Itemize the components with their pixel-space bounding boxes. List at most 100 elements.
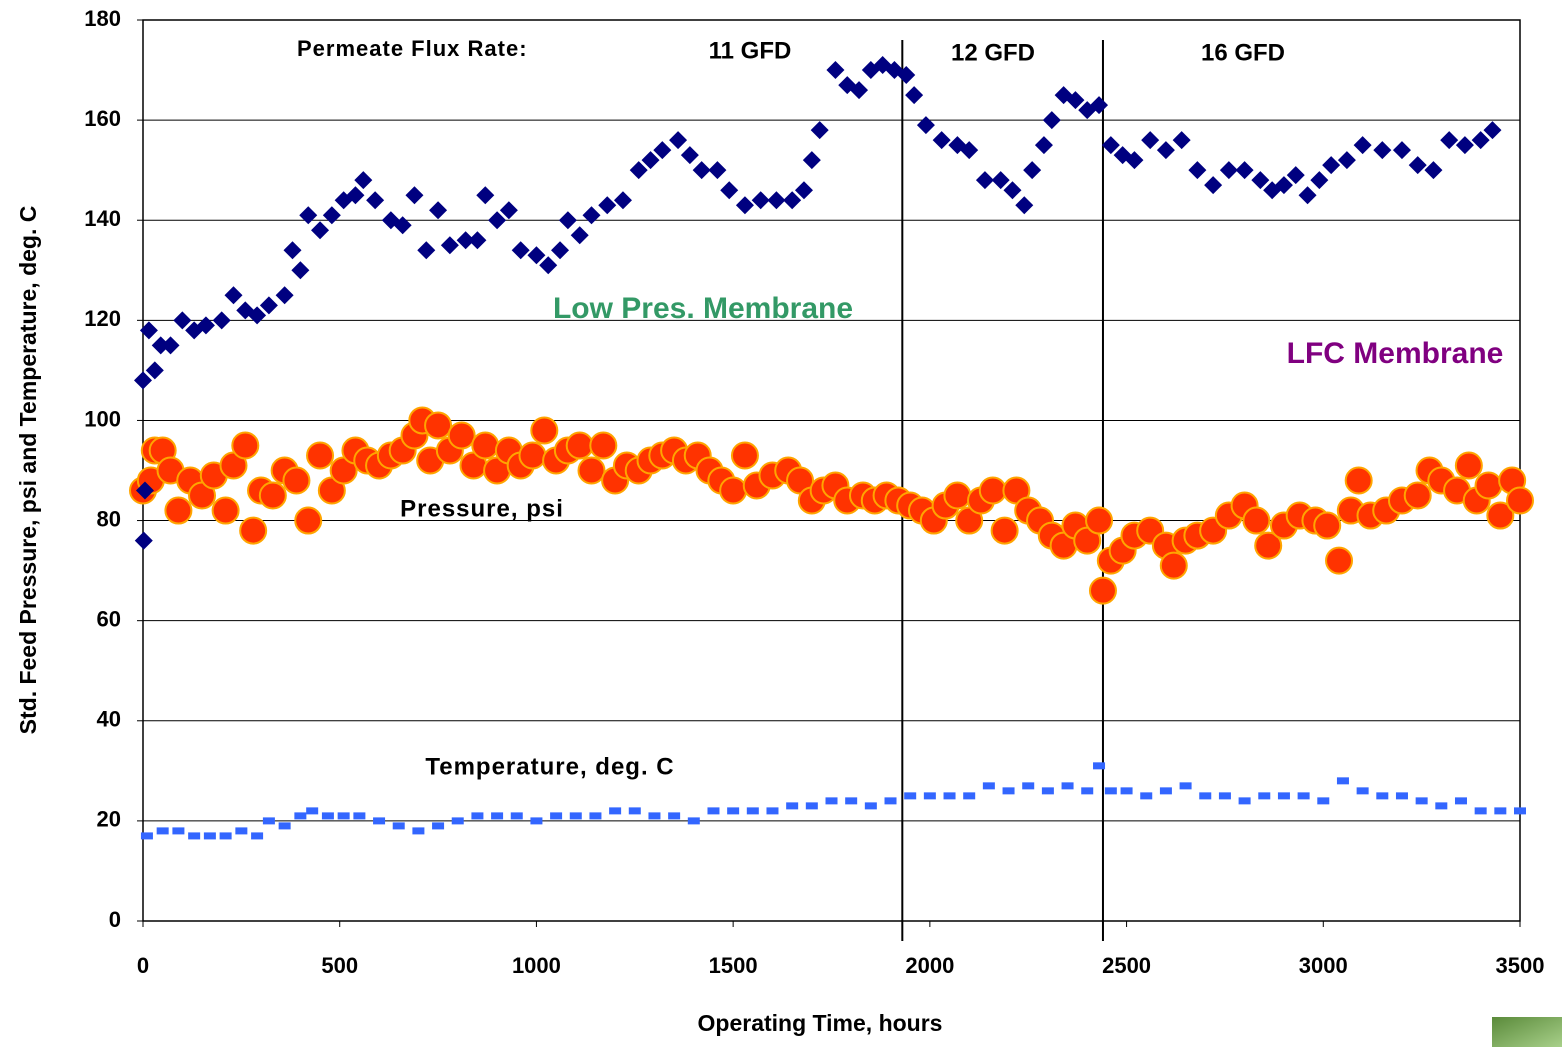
- point: [1337, 151, 1356, 170]
- point: [570, 226, 589, 245]
- x-tick-label: 3000: [1299, 953, 1348, 978]
- point: [1159, 551, 1188, 580]
- point: [456, 231, 475, 250]
- point: [751, 191, 770, 210]
- y-axis-title: Std. Feed Pressure, psi and Temperature,…: [15, 206, 41, 735]
- point: [1277, 792, 1290, 800]
- point: [1061, 782, 1074, 790]
- point: [140, 832, 153, 840]
- point: [1085, 506, 1114, 535]
- y-tick-label: 20: [97, 807, 121, 832]
- point: [1093, 762, 1106, 770]
- point: [1204, 176, 1223, 195]
- point: [468, 231, 487, 250]
- point: [321, 812, 334, 820]
- point: [1424, 161, 1443, 180]
- y-tick-label: 180: [84, 6, 121, 31]
- point: [1356, 787, 1369, 795]
- point: [1392, 141, 1411, 160]
- point: [897, 66, 916, 85]
- point: [1251, 171, 1270, 190]
- point: [932, 131, 951, 150]
- x-tick-label: 1500: [709, 953, 758, 978]
- point: [294, 506, 323, 535]
- point: [1140, 792, 1153, 800]
- point: [1317, 797, 1330, 805]
- y-tick-label: 160: [84, 106, 121, 131]
- point: [499, 201, 518, 220]
- point: [577, 456, 606, 485]
- point: [963, 792, 976, 800]
- point: [510, 812, 523, 820]
- x-axis-title: Operating Time, hours: [698, 1010, 943, 1036]
- y-tick-label: 120: [84, 306, 121, 331]
- point: [518, 441, 547, 470]
- point: [708, 161, 727, 180]
- point: [231, 431, 260, 460]
- x-tick-label: 2000: [905, 953, 954, 978]
- point: [1034, 136, 1053, 155]
- x-tick-label: 0: [137, 953, 149, 978]
- point: [224, 286, 243, 305]
- point: [923, 792, 936, 800]
- point: [259, 296, 278, 315]
- annotation: 12 GFD: [951, 39, 1035, 66]
- point: [805, 802, 818, 810]
- point: [219, 832, 232, 840]
- point: [1494, 807, 1507, 815]
- point: [1313, 511, 1342, 540]
- point: [767, 191, 786, 210]
- point: [322, 206, 341, 225]
- point: [943, 792, 956, 800]
- point: [1041, 787, 1054, 795]
- point: [1254, 531, 1283, 560]
- point: [1238, 797, 1251, 805]
- point: [491, 812, 504, 820]
- point: [1090, 96, 1109, 115]
- point: [1322, 156, 1341, 175]
- x-tick-label: 3500: [1496, 953, 1545, 978]
- point: [1297, 792, 1310, 800]
- point: [471, 431, 500, 460]
- point: [151, 336, 170, 355]
- point: [1514, 807, 1526, 815]
- point: [1310, 171, 1329, 190]
- annotation: 16 GFD: [1201, 39, 1285, 66]
- point: [1483, 121, 1502, 140]
- point: [794, 181, 813, 200]
- point: [188, 832, 201, 840]
- point: [447, 421, 476, 450]
- x-tick-label: 1000: [512, 953, 561, 978]
- point: [783, 191, 802, 210]
- point: [1120, 787, 1133, 795]
- point: [299, 206, 318, 225]
- point: [719, 476, 748, 505]
- point: [766, 807, 779, 815]
- point: [476, 186, 495, 205]
- point: [392, 822, 405, 830]
- point: [978, 476, 1007, 505]
- point: [1325, 546, 1354, 575]
- point: [1066, 91, 1085, 110]
- point: [905, 86, 924, 105]
- point: [1353, 136, 1372, 155]
- y-tick-label: 80: [97, 506, 121, 531]
- point: [440, 236, 459, 255]
- point: [727, 807, 740, 815]
- point: [373, 817, 386, 825]
- point: [354, 171, 373, 190]
- point: [589, 431, 618, 460]
- y-tick-label: 100: [84, 406, 121, 431]
- point: [239, 516, 268, 545]
- point: [1454, 451, 1483, 480]
- point: [139, 321, 158, 340]
- point: [669, 131, 688, 150]
- point: [1235, 161, 1254, 180]
- point: [786, 802, 799, 810]
- point: [172, 827, 185, 835]
- point: [196, 316, 215, 335]
- point: [412, 827, 425, 835]
- point: [471, 812, 484, 820]
- point: [589, 812, 602, 820]
